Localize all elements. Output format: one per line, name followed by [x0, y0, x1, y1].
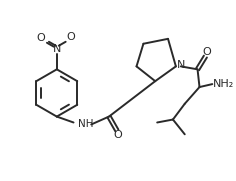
Text: O: O: [114, 130, 122, 140]
Text: O: O: [66, 32, 75, 42]
Text: O: O: [202, 47, 211, 57]
Text: N: N: [177, 60, 185, 70]
Text: O: O: [37, 33, 45, 43]
Text: NH₂: NH₂: [212, 79, 234, 89]
Text: N: N: [53, 44, 61, 54]
Text: NH: NH: [78, 119, 94, 129]
